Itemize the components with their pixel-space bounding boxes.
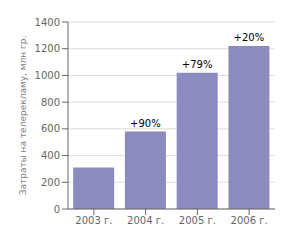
- svg-text:600: 600: [41, 123, 60, 134]
- svg-text:0: 0: [54, 204, 60, 215]
- svg-text:1200: 1200: [35, 43, 60, 54]
- svg-text:+90%: +90%: [130, 118, 161, 129]
- svg-text:1400: 1400: [35, 17, 60, 28]
- svg-text:+20%: +20%: [234, 32, 265, 43]
- svg-text:400: 400: [41, 150, 60, 161]
- svg-text:2004 г.: 2004 г.: [127, 215, 164, 226]
- svg-text:2006 г.: 2006 г.: [231, 215, 268, 226]
- svg-text:Затраты на телерекламу, млн гр: Затраты на телерекламу, млн гр.: [18, 36, 28, 196]
- svg-text:800: 800: [41, 97, 60, 108]
- svg-text:1000: 1000: [35, 70, 60, 81]
- svg-text:+79%: +79%: [182, 59, 213, 70]
- svg-text:200: 200: [41, 177, 60, 188]
- svg-text:2005 г.: 2005 г.: [179, 215, 216, 226]
- svg-text:2003 г.: 2003 г.: [75, 215, 112, 226]
